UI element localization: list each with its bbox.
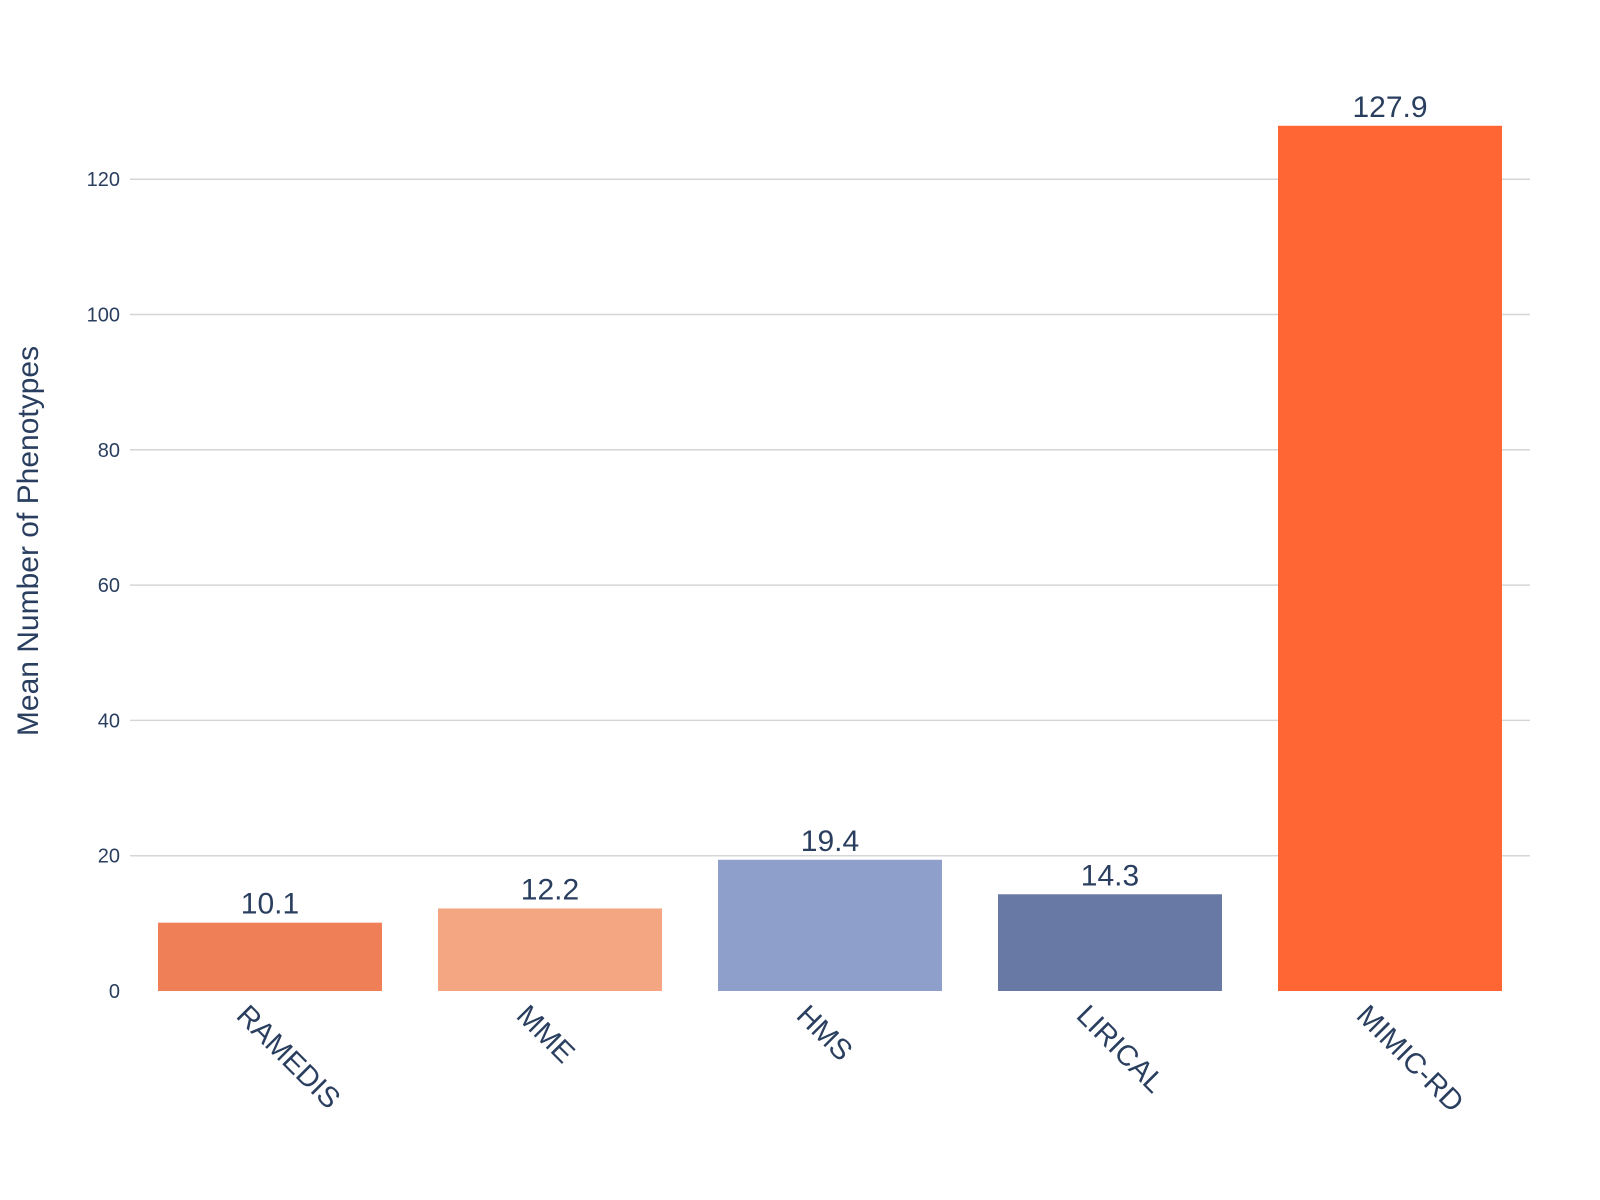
bar-ramedis[interactable] — [158, 922, 382, 991]
x-category-label: MIMIC-RD — [1350, 999, 1469, 1118]
y-axis-title: Mean Number of Phenotypes — [12, 346, 45, 736]
x-category-label: RAMEDIS — [230, 999, 346, 1115]
data-label: 12.2 — [521, 873, 579, 906]
y-tick-label: 80 — [98, 440, 120, 462]
y-tick-label: 60 — [98, 575, 120, 597]
bar-lirical[interactable] — [998, 894, 1222, 991]
data-labels: 10.1 12.2 19.4 14.3 127.9 — [241, 91, 1428, 921]
data-label: 14.3 — [1081, 859, 1139, 892]
x-axis-categories: RAMEDIS MME HMS LIRICAL MIMIC-RD — [230, 999, 1469, 1118]
x-category-label: HMS — [790, 999, 858, 1067]
y-tick-label: 100 — [87, 305, 120, 327]
y-tick-label: 0 — [109, 981, 120, 1003]
data-label: 19.4 — [801, 825, 859, 858]
data-label: 127.9 — [1352, 91, 1427, 124]
bar-mimic-rd[interactable] — [1278, 125, 1502, 992]
x-category-label: LIRICAL — [1070, 999, 1170, 1099]
y-tick-label: 40 — [98, 710, 120, 732]
y-axis-ticks: 0 20 40 60 80 100 120 — [87, 169, 120, 1003]
bar-hms[interactable] — [718, 859, 942, 991]
bars — [158, 125, 1502, 992]
data-label: 10.1 — [241, 888, 299, 921]
bar-mme[interactable] — [438, 908, 662, 991]
x-category-label: MME — [510, 999, 580, 1069]
y-tick-label: 20 — [98, 846, 120, 868]
y-tick-label: 120 — [87, 169, 120, 191]
